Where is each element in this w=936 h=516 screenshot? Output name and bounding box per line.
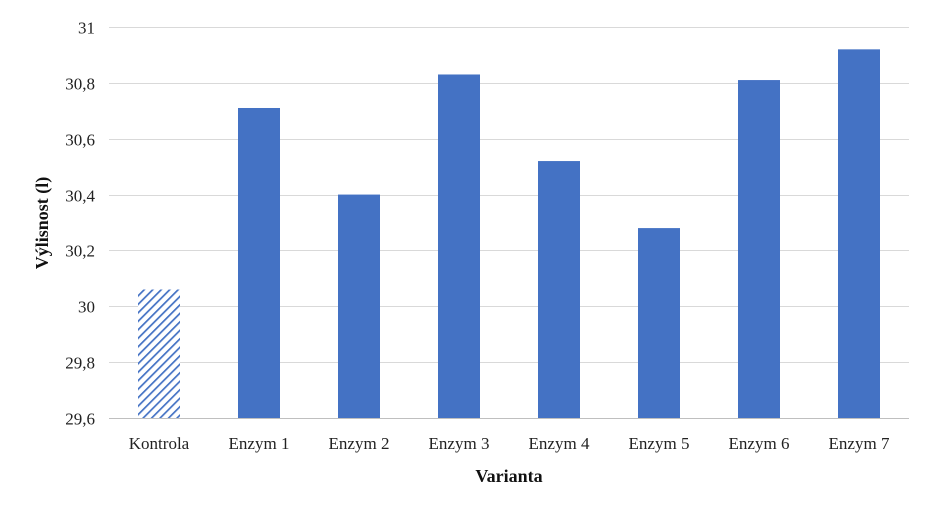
bar-enzym-1 [238, 107, 280, 418]
bar-enzym-2 [338, 194, 380, 418]
y-tick-label: 29,6 [65, 410, 95, 429]
x-axis-ticks: Kontrola Enzym 1 Enzym 2 Enzym 3 Enzym 4 Enzy… [129, 434, 890, 453]
x-tick-label: Kontrola [129, 434, 190, 453]
bar-enzym-6 [738, 80, 780, 419]
x-tick-label: Enzym 5 [629, 434, 690, 453]
bar-kontrola [138, 289, 180, 418]
y-axis-title: Výlisnost (l) [32, 177, 53, 270]
x-tick-label: Enzym 2 [329, 434, 390, 453]
y-axis-ticks: 29,6 29,8 30 30,2 30,4 30,6 30,8 31 [65, 19, 95, 429]
gridlines [109, 27, 909, 419]
y-tick-label: 31 [78, 19, 95, 38]
y-tick-label: 30,4 [65, 187, 95, 206]
y-tick-label: 30,2 [65, 242, 95, 261]
bar-enzym-3 [438, 74, 480, 418]
bar-enzym-4 [538, 161, 580, 419]
bars [138, 49, 880, 419]
x-axis-title: Varianta [475, 466, 542, 486]
y-tick-label: 30,8 [65, 75, 95, 94]
y-tick-label: 30 [78, 298, 95, 317]
x-tick-label: Enzym 3 [429, 434, 490, 453]
x-tick-label: Enzym 4 [529, 434, 590, 453]
bar-enzym-7 [838, 49, 880, 418]
bar-enzym-5 [638, 228, 680, 418]
x-tick-label: Enzym 1 [229, 434, 290, 453]
x-tick-label: Enzym 6 [729, 434, 790, 453]
y-tick-label: 29,8 [65, 354, 95, 373]
y-tick-label: 30,6 [65, 131, 95, 150]
x-tick-label: Enzym 7 [829, 434, 890, 453]
